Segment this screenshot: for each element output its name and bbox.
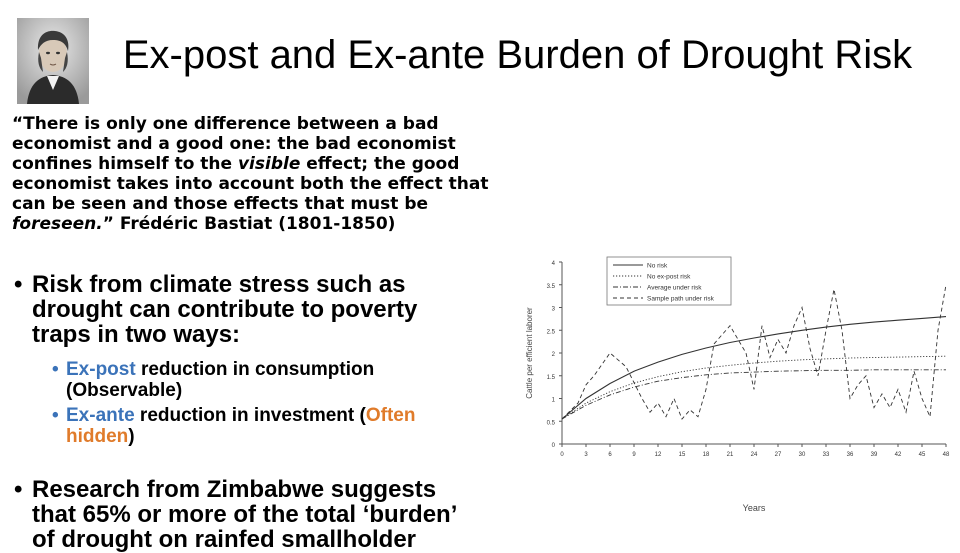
y-tick-label: 2 <box>552 352 556 358</box>
quote-line-3c: effect; the good <box>300 154 460 174</box>
hidden-word: hidden <box>66 426 129 447</box>
bullet-research-line-1: Research from Zimbabwe suggests <box>32 476 437 503</box>
quote-line-5: can be seen and those effects that must … <box>12 194 429 214</box>
legend-label: Average under risk <box>647 285 702 292</box>
x-tick-label: 6 <box>608 452 612 458</box>
bastiat-portrait <box>17 18 89 104</box>
quote-line-3: confines himself to the visible effect; … <box>12 154 522 174</box>
bullet-list: • Risk from climate stress such as droug… <box>14 272 524 552</box>
bastiat-quote: “There is only one difference between a … <box>12 114 522 234</box>
bullet-risk: • Risk from climate stress such as droug… <box>14 272 524 347</box>
ex-ante-close: ) <box>128 426 135 447</box>
y-tick-label: 0.5 <box>547 420 556 426</box>
slide-title: Ex-post and Ex-ante Burden of Drought Ri… <box>122 33 913 77</box>
ex-ante-term: Ex-ante <box>66 405 135 426</box>
bullet-research: • Research from Zimbabwe suggests that 6… <box>14 477 524 552</box>
bullet-dot: • <box>14 476 23 503</box>
x-tick-label: 15 <box>679 452 686 458</box>
plot-area: 00.511.522.533.540 3 6 9 12 15 18 21 24 27 30 33 36 3… <box>525 256 950 513</box>
series-line-2 <box>561 355 947 420</box>
x-tick-label: 30 <box>799 452 806 458</box>
y-tick-label: 1 <box>552 398 556 404</box>
sub-bullet-ex-ante: • Ex-ante reduction in investment (Often… <box>14 405 524 447</box>
quote-foreseen-word: foreseen. <box>12 214 103 234</box>
x-tick-label: 39 <box>871 452 878 458</box>
quote-line-3a: confines himself to the <box>12 154 238 174</box>
bullet-research-line-2: that 65% or more of the total ‘burden’ <box>32 501 458 528</box>
legend-label: No risk <box>647 263 668 270</box>
series-line-4 <box>561 284 947 420</box>
bullet-dot: • <box>14 271 23 298</box>
x-tick-label: 42 <box>895 452 902 458</box>
x-tick-label: 3 <box>584 452 588 458</box>
x-tick-label: 27 <box>775 452 782 458</box>
ex-post-observable: (Observable) <box>66 380 183 401</box>
y-tick-label: 4 <box>552 261 556 267</box>
x-tick-label: 18 <box>703 452 710 458</box>
y-tick-label: 0 <box>552 443 556 449</box>
x-tick-label: 21 <box>727 452 734 458</box>
legend-label: No ex-post risk <box>647 274 691 281</box>
x-tick-label: 45 <box>919 452 926 458</box>
x-tick-label: 12 <box>655 452 662 458</box>
ex-post-text: reduction in consumption <box>135 359 375 380</box>
bullet-risk-line-1: Risk from climate stress such as <box>32 271 406 298</box>
x-tick-label: 48 <box>943 452 950 458</box>
series-line-1 <box>561 316 947 420</box>
bullet-risk-line-3: traps in two ways: <box>32 321 241 348</box>
x-tick-label: 33 <box>823 452 830 458</box>
y-tick-label: 1.5 <box>547 375 556 381</box>
quote-line-1: “There is only one difference between a … <box>12 114 439 134</box>
sub-bullet-ex-post: • Ex-post reduction in consumption (Obse… <box>14 359 524 401</box>
quote-line-4: economist takes into account both the ef… <box>12 174 489 194</box>
sub-bullet-dot: • <box>52 359 59 380</box>
ex-post-term: Ex-post <box>66 359 136 380</box>
y-tick-label: 3.5 <box>547 284 556 290</box>
x-axis-title: Years <box>743 503 766 513</box>
x-tick-label: 0 <box>560 452 564 458</box>
often-word: Often <box>365 405 416 426</box>
x-tick-label: 36 <box>847 452 854 458</box>
x-tick-label: 24 <box>751 452 758 458</box>
y-tick-label: 3 <box>552 307 556 313</box>
legend-label: Sample path under risk <box>647 296 715 303</box>
x-tick-label: 9 <box>632 452 636 458</box>
bullet-risk-line-2: drought can contribute to poverty <box>32 296 418 323</box>
cattle-chart: 00.511.522.533.540 3 6 9 12 15 18 21 24 27 30 33 36 3… <box>525 256 950 513</box>
quote-attribution: ” Frédéric Bastiat (1801-1850) <box>102 214 396 234</box>
quote-visible-word: visible <box>237 154 301 174</box>
quote-line-6: foreseen.” Frédéric Bastiat (1801-1850) <box>12 214 522 234</box>
sub-bullet-dot: • <box>52 405 59 426</box>
quote-line-2: economist and a good one: the bad econom… <box>12 134 456 154</box>
y-axis-title: Cattle per efficient laborer <box>525 307 534 399</box>
ex-ante-text: reduction in investment ( <box>134 405 366 426</box>
y-tick-label: 2.5 <box>547 329 556 335</box>
series-line-3 <box>561 369 946 420</box>
